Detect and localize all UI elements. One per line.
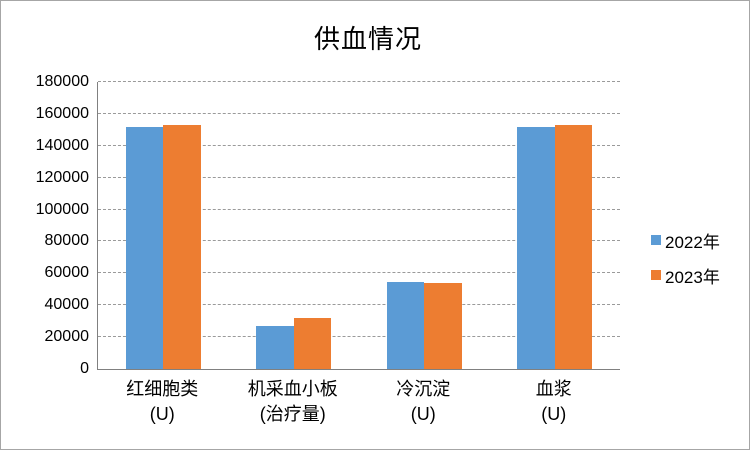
bar-2023年 (554, 124, 593, 369)
y-tick-label: 120000 (35, 168, 89, 186)
legend-label: 2023年 (665, 267, 720, 287)
bar-2022年 (386, 281, 425, 369)
x-category-label-line: (治疗量) (259, 404, 326, 424)
gridline (98, 336, 620, 338)
legend-item: 2022年 (651, 228, 720, 252)
bar-2022年 (517, 127, 555, 369)
gridline (98, 81, 620, 82)
x-category-label: 机采血小板 (治疗量) (228, 377, 359, 427)
gridline (98, 272, 620, 274)
gridline (98, 144, 620, 146)
y-tick-label: 20000 (44, 328, 90, 346)
x-category-label: 冷沉淀 (U) (358, 377, 489, 427)
bar-2023年 (424, 282, 462, 369)
x-category-label: 红细胞类 (U) (97, 377, 228, 427)
y-axis-labels: 0 20000 40000 60000 80000 100000 120000 140000 1… (1, 73, 90, 377)
x-category-label-line: 冷沉淀 (396, 379, 451, 399)
bar-2023年 (163, 124, 201, 369)
gridline (98, 112, 620, 114)
x-category-label-line: (U) (149, 404, 175, 424)
x-axis-labels: 红细胞类 (U) 机采血小板 (治疗量) 冷沉淀 (U) 血浆 (U) (97, 377, 619, 437)
gridline (98, 240, 620, 242)
gridline (98, 304, 620, 306)
y-tick-label: 180000 (35, 73, 89, 90)
gridline (98, 208, 620, 210)
legend-label: 2022年 (665, 232, 720, 252)
gridline (98, 176, 620, 178)
y-tick-label: 40000 (44, 296, 90, 314)
y-tick-label: 160000 (35, 104, 89, 122)
plot-area (97, 81, 620, 370)
y-tick-label: 80000 (44, 232, 90, 250)
y-tick-label: 60000 (44, 264, 90, 282)
y-tick-label: 100000 (35, 200, 89, 218)
x-category-label: 血浆 (U) (489, 377, 620, 427)
x-category-label-line: (U) (410, 404, 436, 424)
y-tick-label: 0 (80, 360, 89, 377)
legend: 2022年 2023年 (651, 228, 720, 298)
bar-2022年 (125, 127, 164, 369)
x-category-label-line: (U) (541, 404, 567, 424)
bar-2022年 (256, 325, 294, 369)
legend-item: 2023年 (651, 263, 720, 287)
x-category-label-line: 血浆 (535, 379, 572, 399)
legend-swatch-icon (651, 270, 661, 280)
x-category-label-line: 机采血小板 (247, 379, 338, 399)
y-tick-label: 140000 (35, 136, 89, 154)
legend-swatch-icon (651, 235, 661, 245)
x-category-label-line: 红细胞类 (126, 379, 199, 399)
bar-2023年 (293, 317, 332, 369)
chart-title: 供血情况 (313, 24, 422, 54)
